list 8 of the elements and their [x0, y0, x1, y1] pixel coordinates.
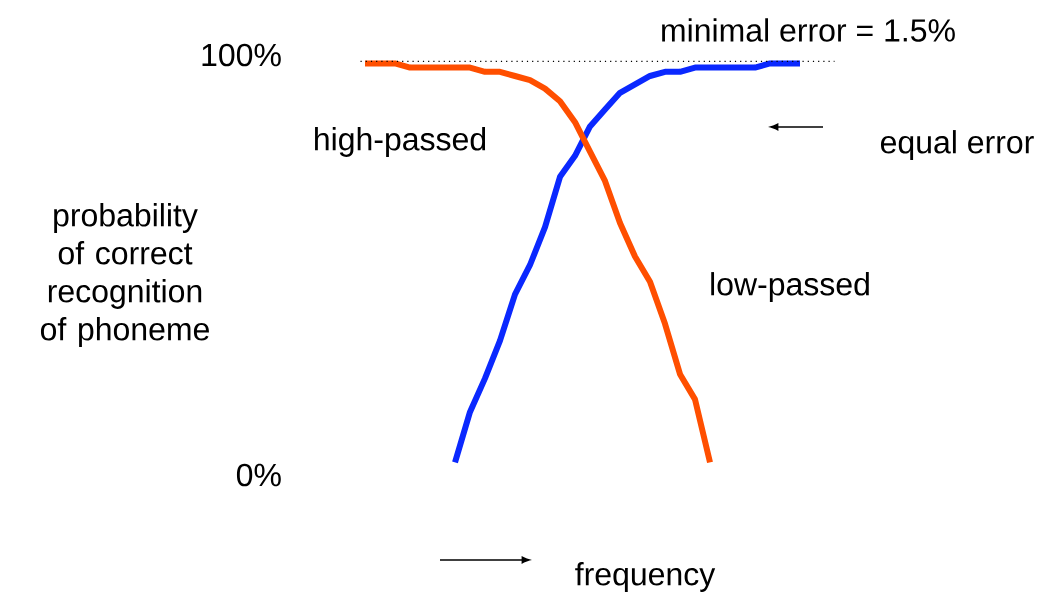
y-tick-label: 100%	[202, 43, 281, 67]
y-tick-label: 0%	[236, 463, 281, 487]
text: equal error	[880, 130, 1034, 160]
annotation: high-passed	[315, 127, 486, 157]
text: minimal error = 1.5%	[662, 18, 955, 42]
x-axis-title: frequency	[575, 562, 716, 592]
y-axis-title: probability of correct recognition of phoneme	[40, 203, 209, 347]
annotation: low-passed	[711, 272, 869, 302]
